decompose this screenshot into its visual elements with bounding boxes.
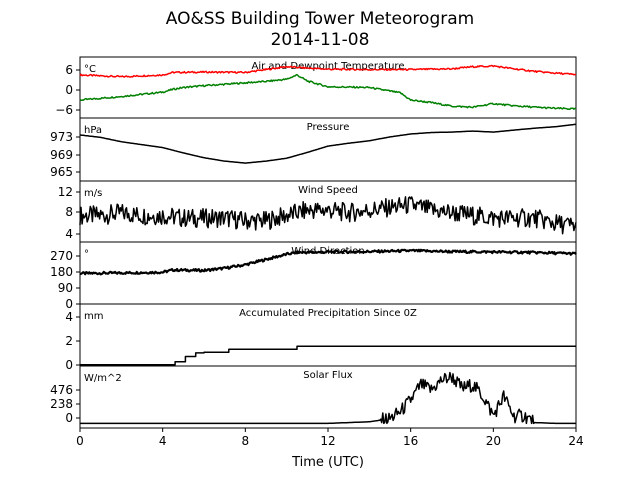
series-line bbox=[79, 196, 577, 235]
chart-title: AO&SS Building Tower Meteorogram bbox=[166, 9, 474, 29]
y-tick-label: 0 bbox=[65, 297, 73, 311]
series-line bbox=[80, 371, 576, 425]
x-tick-label: 12 bbox=[320, 434, 335, 448]
y-tick-label: 0 bbox=[65, 83, 73, 97]
y-tick-label: 2 bbox=[65, 334, 73, 348]
panel-unit: m/s bbox=[84, 188, 102, 199]
panel-title: Pressure bbox=[307, 122, 350, 133]
panel-0: Air and Dewpoint Temperature °C 6 0 −6 bbox=[55, 56, 577, 119]
series-line bbox=[79, 123, 577, 164]
y-tick-label: 90 bbox=[58, 281, 73, 295]
series-line bbox=[79, 73, 577, 111]
x-tick-label: 8 bbox=[242, 434, 250, 448]
x-axis-label: Time (UTC) bbox=[291, 455, 364, 470]
panel-title: Wind Speed bbox=[298, 185, 358, 196]
y-tick-label: 969 bbox=[50, 148, 73, 162]
x-tick-label: 24 bbox=[568, 434, 583, 448]
y-tick-label: 0 bbox=[65, 358, 73, 372]
series-line bbox=[80, 345, 576, 366]
chart-subtitle: 2014-11-08 bbox=[271, 30, 370, 50]
x-tick-label: 20 bbox=[486, 434, 501, 448]
y-tick-label: 0 bbox=[65, 411, 73, 425]
y-tick-label: 973 bbox=[50, 130, 73, 144]
y-tick-label: 238 bbox=[50, 397, 73, 411]
panel-title: Air and Dewpoint Temperature bbox=[252, 61, 405, 72]
y-tick-label: −6 bbox=[55, 103, 73, 117]
panel-unit: mm bbox=[84, 311, 103, 322]
y-tick-label: 965 bbox=[50, 165, 73, 179]
series-line bbox=[79, 64, 577, 78]
panel-title: Accumulated Precipitation Since 0Z bbox=[239, 308, 417, 319]
x-tick-label: 16 bbox=[403, 434, 418, 448]
x-tick-label: 4 bbox=[159, 434, 167, 448]
panel-1: Pressure hPa 973 969 965 bbox=[50, 117, 577, 182]
panel-unit: °C bbox=[84, 64, 96, 75]
x-axis: 0 4 8 12 16 20 24 bbox=[76, 428, 584, 448]
y-tick-label: 12 bbox=[58, 185, 73, 199]
y-tick-label: 180 bbox=[50, 265, 73, 279]
panel-4: Accumulated Precipitation Since 0Z mm 4 2 0 bbox=[65, 303, 577, 372]
y-tick-label: 476 bbox=[50, 383, 73, 397]
panel-unit: W/m^2 bbox=[84, 373, 122, 384]
panel-title: Solar Flux bbox=[303, 370, 353, 381]
y-tick-label: 4 bbox=[65, 227, 73, 241]
panel-2: Wind Speed m/s 12 8 4 bbox=[58, 180, 577, 243]
x-tick-label: 0 bbox=[76, 434, 84, 448]
y-tick-label: 6 bbox=[65, 63, 73, 77]
y-tick-label: 270 bbox=[50, 249, 73, 263]
y-tick-label: 4 bbox=[65, 310, 73, 324]
series-line bbox=[79, 248, 577, 276]
y-tick-label: 8 bbox=[65, 205, 73, 219]
panels: Air and Dewpoint Temperature°C60−6Pressu… bbox=[50, 56, 577, 429]
panel-unit: ° bbox=[84, 249, 89, 260]
panel-unit: hPa bbox=[84, 125, 102, 136]
